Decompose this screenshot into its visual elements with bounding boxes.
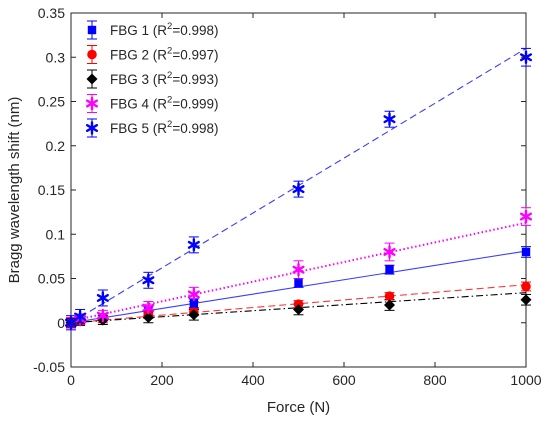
x-tick-label: 800 [423,372,447,388]
star-core [387,116,392,122]
legend-label-value: =0.998) [172,121,218,136]
star-core [296,186,301,192]
legend-label-superscript: 2 [167,119,172,130]
legend-label-superscript: 2 [167,21,172,32]
star-core [89,101,95,106]
legend-label-text: FBG 3 (R [110,72,167,87]
y-tick-label: -0.05 [33,359,65,375]
data-point-fbg2 [384,291,395,302]
legend-label-value: =0.993) [172,72,218,87]
x-tick-label: 200 [150,372,174,388]
legend-entry-fbg3: FBG 3 (R2=0.993) [86,69,218,89]
data-point-fbg1 [385,265,394,274]
star-core [89,125,95,131]
data-point-fbg5 [142,273,155,288]
legend-label: FBG 3 (R2=0.993) [110,70,218,87]
data-point-fbg1 [294,278,303,288]
legend-label-text: FBG 1 (R [110,23,167,38]
data-point-fbg5 [74,309,87,324]
legend: FBG 1 (R2=0.998)FBG 2 (R2=0.997)FBG 3 (R… [85,20,218,138]
data-point-fbg4 [292,262,305,277]
y-axis-label: Bragg wavelength shift (nm) [6,97,23,284]
legend-label: FBG 1 (R2=0.998) [110,21,218,38]
data-point-fbg4 [187,287,200,302]
x-tick-label: 600 [332,372,356,388]
legend-label-text: FBG 5 (R [110,121,167,136]
data-point-fbg2 [521,281,531,292]
y-tick-label: 0.25 [38,94,65,110]
legend-label-text: FBG 2 (R [110,48,167,63]
legend-label-value: =0.999) [172,97,218,112]
data-point-fbg4 [96,308,109,323]
data-point-fbg4 [383,245,396,259]
legend-label: FBG 5 (R2=0.998) [110,119,218,136]
data-point-fbg3 [188,309,200,321]
data-point-fbg1 [189,299,199,308]
data-markers [64,50,533,330]
data-point-fbg4 [142,300,155,315]
y-tick-label: 0.1 [46,226,66,242]
x-tick-label: 400 [241,372,265,388]
data-point-fbg1 [521,247,531,257]
data-point-fbg4 [519,209,533,224]
legend-marker [85,121,99,135]
star-core [77,314,83,319]
y-tick-label: 0.05 [38,271,65,287]
star-core [191,242,197,248]
legend-entry-fbg2: FBG 2 (R2=0.997) [87,45,218,64]
legend-marker [86,73,98,85]
star-core [100,295,106,301]
data-point-fbg3 [142,311,154,323]
y-tick-label: 0.15 [38,182,65,198]
legend-label-superscript: 2 [167,95,172,106]
legend-entry-fbg4: FBG 4 (R2=0.999) [85,94,218,113]
legend-label: FBG 4 (R2=0.999) [110,95,218,112]
axis-ticks: 0 200 400 600 800 1000-0.0500.050.10.150.20.2… [33,5,542,388]
legend-label-superscript: 2 [167,46,172,57]
legend-marker [85,96,99,111]
y-tick-label: 0 [57,315,65,331]
y-tick-label: 0.2 [46,138,66,154]
star-core [100,313,106,318]
data-point-fbg5 [383,112,396,127]
legend-label-superscript: 2 [167,70,172,81]
legend-label: FBG 2 (R2=0.997) [110,46,218,63]
star-core [296,267,301,272]
data-point-fbg5 [96,291,109,305]
legend-label-text: FBG 4 (R [110,97,167,112]
legend-label-value: =0.997) [172,48,218,63]
x-tick-label: 0 [67,372,75,388]
star-core [191,292,197,297]
data-point-fbg5 [292,182,305,196]
star-core [146,277,151,283]
data-point-fbg3 [293,303,304,315]
legend-marker [87,49,97,60]
legend-marker [87,25,97,35]
legend-entry-fbg5: FBG 5 (R2=0.998) [85,118,218,138]
y-tick-label: 0.35 [38,5,65,21]
star-core [146,305,151,311]
x-tick-label: 1000 [510,372,541,388]
legend-label-value: =0.998) [172,23,218,38]
x-axis-label: Force (N) [267,399,330,416]
data-point-fbg3 [520,294,532,306]
y-tick-label: 0.3 [46,49,66,65]
data-point-fbg5 [187,238,200,252]
fit-line-fbg2 [70,284,527,324]
star-core [523,214,529,219]
data-point-fbg3 [384,299,395,311]
legend-entry-fbg1: FBG 1 (R2=0.998) [87,20,218,40]
star-core [387,249,392,255]
